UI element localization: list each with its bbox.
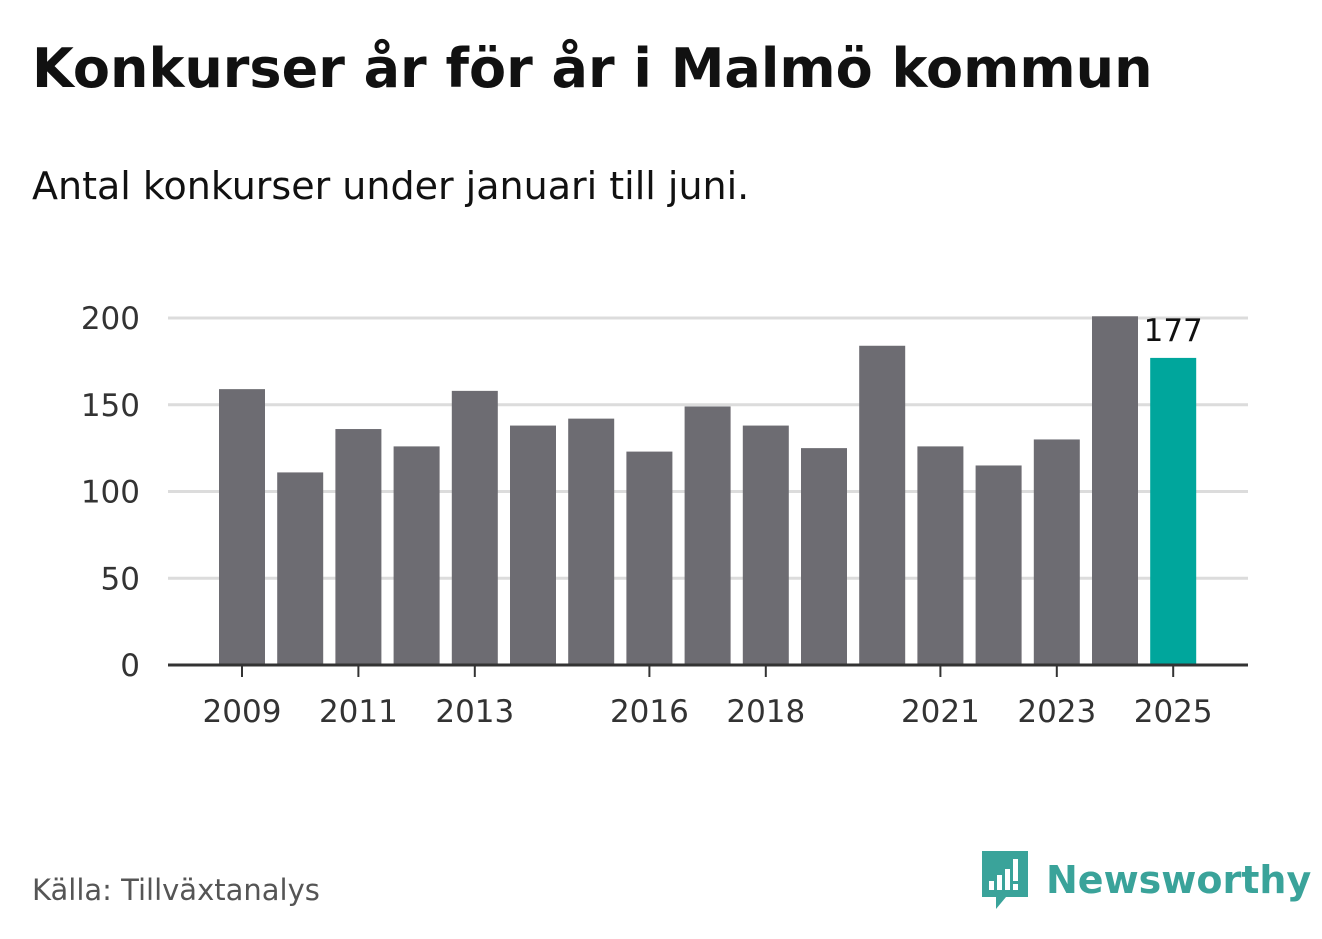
x-tick-label: 2025 (1134, 694, 1213, 730)
chart-title: Konkurser år för år i Malmö kommun (32, 37, 1153, 100)
source-note: Källa: Tillväxtanalys (32, 873, 320, 907)
y-tick-label: 100 (81, 475, 140, 511)
x-axis: 2009 2011 2013 2016 2018 2021 2023 2025 (168, 663, 1248, 730)
x-tick-label: 2023 (1017, 694, 1096, 730)
brand-name: Newsworthy (1046, 858, 1312, 902)
bar-2017 (684, 406, 731, 665)
bar-2020 (859, 345, 906, 665)
bar-2011 (335, 429, 382, 665)
bar-2023 (1033, 439, 1080, 665)
y-tick-label: 200 (81, 301, 140, 337)
bar-2025 (1150, 357, 1197, 665)
bar-2022 (975, 465, 1022, 665)
brand-logo: Newsworthy (980, 850, 1311, 910)
bar-2015 (568, 418, 615, 665)
data-label-2025: 177 (1144, 313, 1203, 349)
y-axis: 0 50 100 150 200 (81, 301, 140, 684)
bar-2021 (917, 446, 964, 665)
x-tick-label: 2009 (203, 694, 282, 730)
bars (219, 316, 1197, 665)
x-tick-label: 2021 (901, 694, 980, 730)
chart-subtitle: Antal konkurser under januari till juni. (32, 164, 750, 208)
y-tick-label: 0 (120, 648, 140, 684)
x-tick-label: 2013 (435, 694, 514, 730)
x-tick-label: 2016 (610, 694, 689, 730)
y-tick-label: 150 (81, 388, 140, 424)
bar-2014 (510, 425, 556, 665)
x-tick-label: 2011 (319, 694, 398, 730)
bar-2019 (801, 448, 847, 665)
bar-chart: 0 50 100 150 200 2009 2011 2013 2016 2018 2021 202… (81, 301, 1248, 730)
bar-2010 (277, 472, 324, 665)
y-tick-label: 50 (101, 561, 140, 597)
bar-2009 (219, 389, 265, 665)
bar-2024 (1092, 316, 1138, 665)
bar-2013 (451, 390, 498, 665)
bar-2012 (393, 446, 440, 665)
x-tick-label: 2018 (726, 694, 805, 730)
newsworthy-logo-icon (982, 851, 1028, 909)
data-labels: 177 (1144, 313, 1203, 349)
bar-2016 (626, 451, 673, 665)
bar-2018 (742, 425, 789, 665)
